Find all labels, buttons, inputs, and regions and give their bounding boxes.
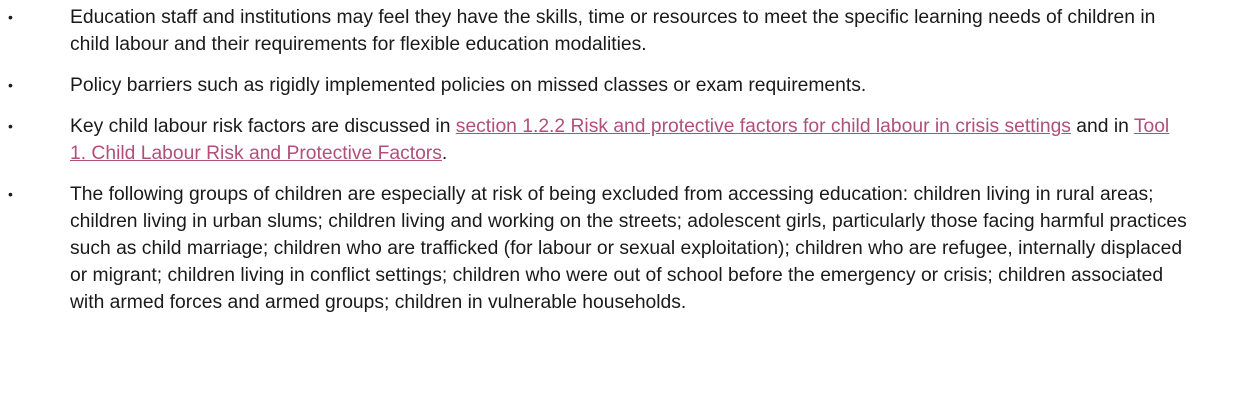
list-item: • Key child labour risk factors are discu… xyxy=(0,113,1188,167)
text: Education staff and institutions may fee… xyxy=(70,7,1156,55)
list-item: • The following groups of children are es… xyxy=(0,181,1188,316)
bullet: • xyxy=(8,118,13,134)
list-item: • Policy barriers such as rigidly impleme… xyxy=(0,72,1188,99)
text: and in xyxy=(1070,116,1134,137)
text: Key child labour risk factors are discus… xyxy=(70,116,456,137)
bullet: • xyxy=(8,77,13,93)
link[interactable]: section 1.2.2 Risk and protective factor… xyxy=(455,116,1071,137)
text: Policy barriers such as rigidly implemen… xyxy=(70,75,867,96)
bullet: • xyxy=(8,186,13,202)
text: . xyxy=(441,143,448,164)
bullet: • xyxy=(8,9,13,25)
bullet-list: • Education staff and institutions may fe… xyxy=(0,4,1188,316)
list-item: • Education staff and institutions may fe… xyxy=(0,4,1188,58)
link[interactable]: Tool 1. Child Labour Risk and Protective… xyxy=(70,116,1170,164)
text: The following groups of children are esp… xyxy=(70,184,1187,313)
